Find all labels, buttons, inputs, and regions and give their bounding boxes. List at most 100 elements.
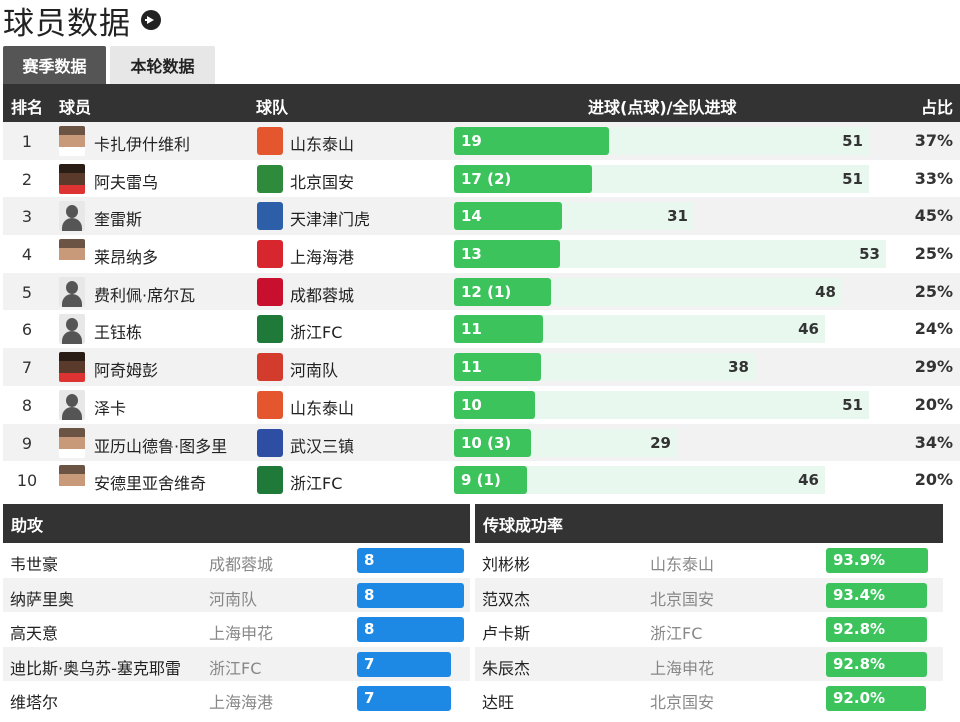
header-goals: 进球(点球)/全队进球 (588, 98, 737, 117)
rank: 5 (21, 282, 33, 302)
list-item[interactable]: 朱辰杰 上海申花 92.8% (475, 646, 943, 682)
player-avatar (59, 427, 85, 458)
player-name[interactable]: 奎雷斯 (94, 210, 143, 230)
team-name: 上海申花 (209, 624, 274, 644)
list-item[interactable]: 刘彬彬 山东泰山 93.9% (475, 543, 943, 578)
player-name[interactable]: 安德里亚舍维奇 (94, 474, 207, 494)
team-name[interactable]: 山东泰山 (290, 135, 355, 154)
header-player: 球员 (59, 98, 92, 117)
player-name[interactable]: 王钰栋 (94, 323, 143, 343)
team-name[interactable]: 河南队 (290, 361, 339, 381)
list-item[interactable]: 韦世豪 成都蓉城 8 (3, 543, 470, 578)
team-name[interactable]: 天津津门虎 (290, 210, 371, 230)
list-item[interactable]: 迪比斯·奥乌苏-塞克耶雷 浙江FC 7 (3, 646, 470, 682)
table-row[interactable]: 10 安德里亚舍维奇 浙江FC 9 (1) 46 20% (3, 461, 960, 499)
player-name[interactable]: 达旺 (482, 693, 515, 713)
team-goals-bar: 17 (2) 51 (454, 164, 869, 193)
player-name[interactable]: 阿奇姆彭 (94, 361, 159, 381)
tabs: 赛季数据 本轮数据 (3, 46, 215, 84)
passing-bar: 93.4% (826, 582, 927, 608)
player-goals-bar (454, 466, 527, 495)
team-badge-icon (257, 164, 283, 193)
team-badge-icon (257, 428, 283, 457)
goal-ratio: 24% (914, 319, 953, 339)
player-avatar (59, 163, 85, 194)
list-item[interactable]: 卢卡斯 浙江FC 92.8% (475, 612, 943, 647)
table-row[interactable]: 1 卡扎伊什维利 山东泰山 19 51 37% (3, 122, 960, 160)
team-name: 浙江FC (650, 624, 703, 644)
team-name[interactable]: 武汉三镇 (290, 436, 355, 456)
team-name[interactable]: 浙江FC (290, 474, 343, 494)
team-name: 山东泰山 (650, 555, 715, 574)
player-goals-bar (454, 202, 562, 231)
table-row[interactable]: 4 莱昂纳多 上海海港 13 53 25% (3, 235, 960, 273)
arrow-right-circle-icon[interactable] (141, 10, 161, 30)
player-goals-bar (454, 277, 551, 306)
player-name[interactable]: 莱昂纳多 (94, 248, 159, 268)
team-badge-icon (257, 353, 283, 382)
table-row[interactable]: 8 泽卡 山东泰山 10 51 20% (3, 386, 960, 424)
list-item[interactable]: 维塔尔 上海海港 7 (3, 681, 470, 716)
passing-bar: 92.8% (826, 617, 927, 643)
table-row[interactable]: 5 费利佩·席尔瓦 成都蓉城 12 (1) 48 25% (3, 272, 960, 311)
team-name[interactable]: 成都蓉城 (290, 285, 355, 305)
team-name[interactable]: 上海海港 (290, 248, 355, 268)
rank: 2 (21, 169, 33, 189)
list-item[interactable]: 纳萨里奥 河南队 8 (3, 577, 470, 613)
player-name[interactable]: 费利佩·席尔瓦 (94, 285, 196, 305)
player-name[interactable]: 阿夫雷乌 (94, 172, 159, 192)
table-row[interactable]: 7 阿奇姆彭 河南队 11 38 29% (3, 348, 960, 386)
team-name[interactable]: 北京国安 (290, 172, 355, 192)
tab-round-stats[interactable]: 本轮数据 (110, 46, 215, 84)
list-item[interactable]: 高天意 上海申花 8 (3, 612, 470, 647)
team-goals-bar: 14 31 (454, 202, 694, 231)
player-name[interactable]: 迪比斯·奥乌苏-塞克耶雷 (10, 658, 181, 678)
goals-label: 19 (461, 132, 482, 150)
player-name[interactable]: 泽卡 (94, 398, 127, 418)
goal-ratio: 45% (914, 206, 953, 226)
rank: 4 (21, 245, 33, 265)
team-goals-bar: 9 (1) 46 (454, 466, 825, 495)
table-row[interactable]: 3 奎雷斯 天津津门虎 14 31 45% (3, 197, 960, 236)
team-badge-icon (257, 240, 283, 269)
player-name[interactable]: 范双杰 (482, 589, 531, 609)
team-name[interactable]: 山东泰山 (290, 398, 355, 418)
team-name: 浙江FC (209, 658, 262, 678)
player-name[interactable]: 刘彬彬 (482, 555, 531, 574)
team-goals-label: 38 (728, 358, 749, 377)
rank: 7 (21, 358, 33, 378)
player-name[interactable]: 韦世豪 (10, 555, 59, 574)
player-name[interactable]: 亚历山德鲁·图多里 (94, 436, 228, 456)
team-name: 北京国安 (650, 693, 715, 713)
player-avatar (59, 314, 85, 345)
player-name[interactable]: 卡扎伊什维利 (94, 135, 191, 154)
team-goals-label: 51 (842, 395, 863, 414)
player-name[interactable]: 维塔尔 (10, 693, 59, 713)
goal-ratio: 20% (914, 394, 953, 414)
player-goals-bar (454, 390, 535, 419)
table-row[interactable]: 6 王钰栋 浙江FC 11 46 24% (3, 310, 960, 348)
assists-bar: 8 (357, 617, 464, 643)
table-row[interactable]: 2 阿夫雷乌 北京国安 17 (2) 51 33% (3, 160, 960, 198)
table-body: 1 卡扎伊什维利 山东泰山 19 51 37% 2 阿夫雷乌 北京国安 17 (… (3, 122, 960, 499)
assists-title: 助攻 (3, 504, 470, 543)
player-name[interactable]: 朱辰杰 (482, 658, 531, 678)
player-name[interactable]: 高天意 (10, 624, 59, 644)
list-item[interactable]: 达旺 北京国安 92.0% (475, 681, 943, 716)
player-name[interactable]: 卢卡斯 (482, 624, 531, 644)
goals-label: 10 (3) (461, 433, 512, 452)
tab-season-stats[interactable]: 赛季数据 (3, 46, 106, 84)
team-name[interactable]: 浙江FC (290, 323, 343, 343)
player-goals-bar (454, 315, 543, 344)
team-goals-label: 29 (650, 433, 671, 452)
player-name[interactable]: 纳萨里奥 (10, 589, 75, 609)
player-goals-bar (454, 164, 592, 193)
scorers-table: 排名 球员 球队 进球(点球)/全队进球 占比 1 卡扎伊什维利 山东泰山 19… (3, 84, 960, 499)
goal-ratio: 37% (914, 131, 953, 150)
passing-list: 刘彬彬 山东泰山 93.9% 范双杰 北京国安 93.4% 卢卡斯 浙江FC 9… (475, 543, 943, 716)
goals-label: 12 (1) (461, 282, 512, 301)
list-item[interactable]: 范双杰 北京国安 93.4% (475, 577, 943, 613)
table-row[interactable]: 9 亚历山德鲁·图多里 武汉三镇 10 (3) 29 34% (3, 423, 960, 462)
team-goals-label: 31 (667, 207, 688, 226)
team-badge-icon (257, 390, 283, 419)
